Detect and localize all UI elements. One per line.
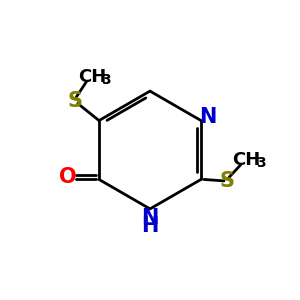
Text: CH: CH: [78, 68, 106, 86]
Text: 3: 3: [101, 73, 111, 87]
Text: CH: CH: [232, 151, 261, 169]
Text: H: H: [141, 216, 159, 236]
Text: 3: 3: [256, 156, 265, 170]
Text: N: N: [199, 107, 216, 127]
Text: S: S: [220, 171, 235, 191]
Text: N: N: [141, 208, 159, 228]
Text: O: O: [59, 167, 77, 187]
Text: S: S: [68, 91, 82, 110]
